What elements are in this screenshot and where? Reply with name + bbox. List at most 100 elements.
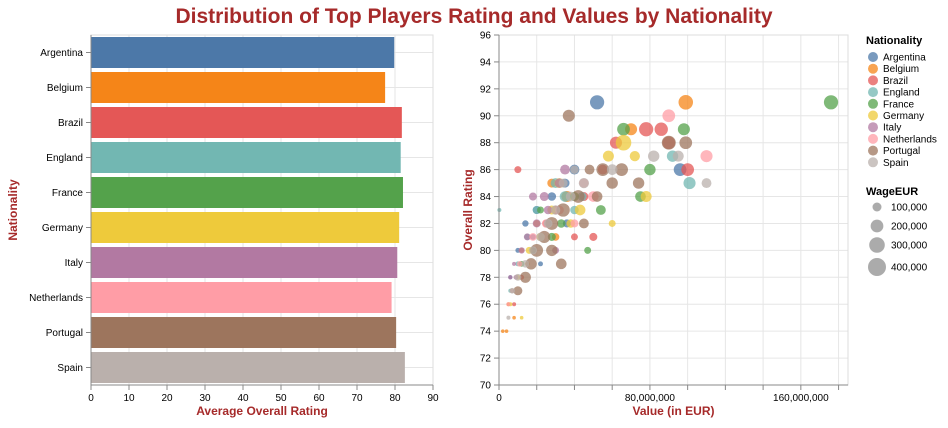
bar-x-tick-label: 30: [199, 393, 211, 404]
bar-x-tick-label: 90: [427, 393, 439, 404]
scatter-x-tick-label: 160,000,000: [773, 393, 829, 404]
scatter-x-tick-label: 0: [496, 393, 502, 404]
scatter-point-netherlands: [529, 233, 537, 241]
legend-label-england: England: [883, 88, 920, 99]
scatter-point-netherlands: [570, 219, 579, 228]
scatter-point-spain: [606, 164, 618, 175]
scatter-point-portugal: [679, 136, 693, 150]
scatter-point-argentina: [522, 220, 529, 227]
scatter-point-portugal: [596, 163, 610, 176]
legend-label-argentina: Argentina: [883, 53, 926, 64]
scatter-y-tick-label: 72: [480, 354, 492, 365]
scatter-point-portugal: [606, 177, 618, 189]
bar-y-tick-label: Netherlands: [29, 293, 83, 304]
scatter-point-brazil: [589, 232, 598, 241]
scatter-point-spain: [509, 287, 516, 294]
scatter-x-axis-title: Value (in EUR): [632, 404, 714, 418]
legend-swatch-england: [868, 87, 878, 98]
scatter-point-brazil: [654, 122, 668, 136]
scatter-point-france: [677, 123, 690, 136]
scatter-point-brazil: [639, 122, 654, 137]
scatter-point-argentina: [547, 192, 557, 201]
scatter-point-portugal: [525, 258, 537, 270]
bar-y-tick-label: Italy: [65, 258, 83, 269]
scatter-point-italy: [523, 233, 531, 241]
bar-y-tick-label: Portugal: [46, 328, 83, 339]
scatter-point-portugal: [661, 135, 676, 150]
scatter-point-germany: [629, 151, 640, 162]
bar-england: [91, 142, 401, 173]
scatter-point-germany: [615, 134, 632, 151]
scatter-point-argentina: [538, 261, 543, 267]
bar-y-tick-label: Argentina: [40, 48, 83, 59]
scatter-point-france: [556, 219, 566, 228]
scatter-point-portugal: [584, 164, 595, 175]
bar-chart: 0 10 20 30 40 50 60 70 80 90 Argentina Belgium Brazi…: [6, 34, 439, 418]
scatter-point-spain: [521, 260, 530, 268]
scatter-point-spain: [578, 177, 590, 189]
legend-size-swatch: [872, 202, 882, 212]
scatter-y-tick-label: 90: [480, 111, 492, 122]
bar-argentina: [91, 37, 395, 68]
bar-spain: [91, 352, 405, 383]
legend-size-label: 300,000: [891, 241, 928, 252]
scatter-point-portugal: [571, 190, 585, 203]
scatter-point-england: [683, 177, 696, 190]
bar-x-tick-label: 70: [351, 393, 363, 404]
scatter-point-portugal: [591, 191, 603, 202]
scatter-point-france: [617, 122, 630, 136]
chart-title: Distribution of Top Players Rating and V…: [175, 5, 772, 28]
scatter-point-spain: [543, 218, 553, 228]
scatter-point-spain: [701, 178, 712, 189]
legend-size-items: 100,000 200,000 300,000 400,000: [868, 202, 928, 276]
scatter-point-italy: [528, 192, 537, 201]
scatter-y-axis-title: Overall Rating: [461, 169, 475, 250]
legend-swatch-brazil: [868, 75, 878, 86]
legend-swatch-spain: [868, 157, 878, 168]
bar-y-tick-label: France: [52, 188, 84, 199]
bar-belgium: [91, 72, 386, 103]
scatter-point-netherlands: [516, 261, 523, 267]
scatter-point-argentina: [589, 95, 605, 110]
scatter-point-portugal: [632, 177, 645, 189]
scatter-y-tick-label: 92: [480, 84, 492, 95]
scatter-point-france: [537, 206, 544, 214]
bar-germany: [91, 212, 400, 243]
bar-x-tick-label: 50: [275, 393, 287, 404]
scatter-point-spain: [570, 165, 579, 174]
scatter-y-tick-label: 86: [480, 165, 492, 176]
bar-brazil: [91, 107, 402, 138]
scatter-y-tick-label: 78: [480, 273, 492, 284]
scatter-point-belgium: [678, 95, 694, 110]
legend-size-swatch: [869, 237, 885, 253]
legend-size-title: WageEUR: [866, 186, 918, 198]
scatter-y-tick-label: 94: [480, 57, 492, 68]
legend-color-title: Nationality: [866, 35, 923, 47]
legend-label-portugal: Portugal: [883, 146, 920, 157]
scatter-point-brazil: [514, 166, 522, 174]
legend-swatch-france: [868, 98, 878, 109]
bar-portugal: [91, 317, 397, 348]
legend-swatch-netherlands: [868, 133, 878, 144]
bar-france: [91, 177, 403, 208]
bar-y-tick-label: Germany: [42, 223, 83, 234]
bar-y-tick-label: Spain: [57, 363, 83, 374]
scatter-point-portugal: [562, 109, 575, 122]
scatter-point-germany: [640, 191, 652, 203]
scatter-y-tick-label: 88: [480, 138, 492, 149]
legend-label-italy: Italy: [883, 123, 901, 134]
bar-x-tick-label: 0: [88, 393, 94, 404]
scatter-y-tick-label: 82: [480, 219, 492, 230]
scatter-point-brazil: [512, 302, 517, 307]
scatter-point-france: [595, 205, 606, 215]
bar-x-axis-title: Average Overall Rating: [196, 404, 328, 418]
legend-label-france: France: [883, 99, 915, 110]
scatter-y-tick-label: 70: [480, 381, 492, 392]
scatter-point-italy: [543, 205, 553, 215]
scatter-point-italy: [539, 192, 549, 202]
legend-label-belgium: Belgium: [883, 64, 919, 75]
legend-label-germany: Germany: [883, 111, 924, 122]
scatter-point-france: [823, 95, 839, 110]
